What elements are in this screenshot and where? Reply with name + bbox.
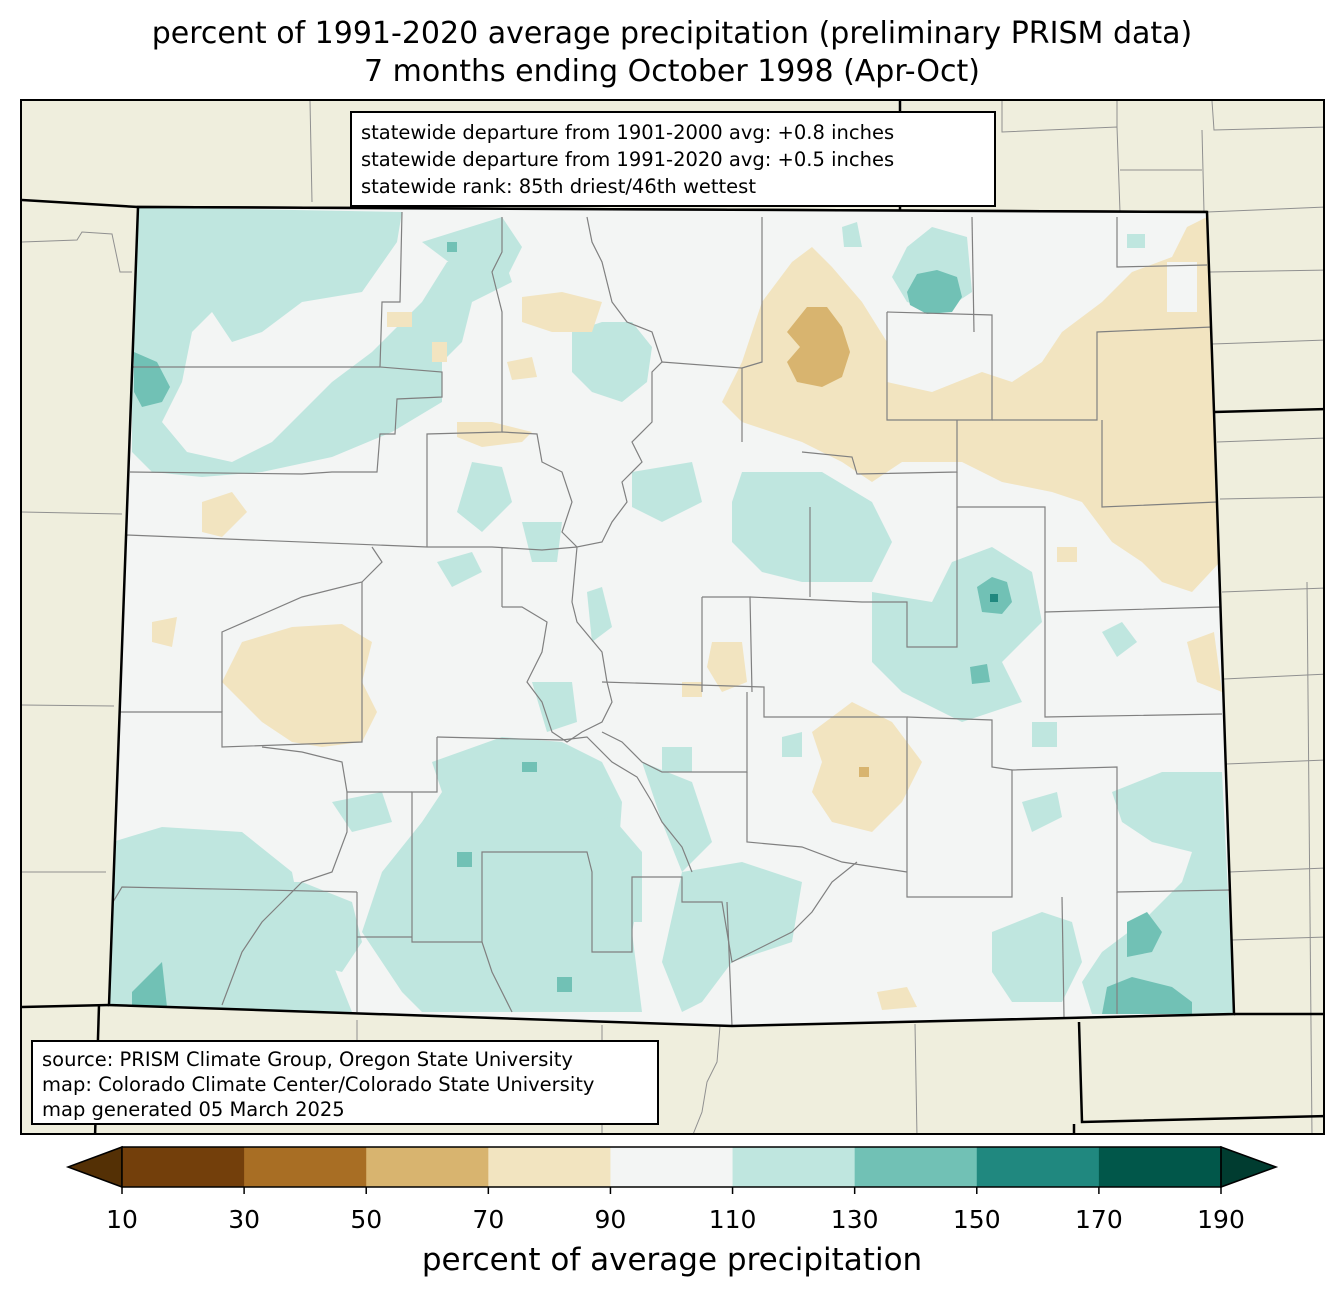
stats-line1: statewide departure from 1901-2000 avg: …	[361, 121, 895, 144]
colorbar-segment-90-110	[610, 1147, 734, 1187]
colorbar-segment-30-50	[244, 1147, 367, 1187]
source-line1: source: PRISM Climate Group, Oregon Stat…	[42, 1048, 573, 1071]
colorbar-under-arrow	[65, 1145, 123, 1189]
colorbar-segment-130-150	[854, 1147, 978, 1187]
colorbar-segment-50-70	[366, 1147, 489, 1187]
colorbar-segment-110-130	[732, 1147, 856, 1187]
colorbar-tick-label: 150	[952, 1205, 1001, 1234]
colorbar-segment-70-90	[488, 1147, 611, 1187]
source-box: source: PRISM Climate Group, Oregon Stat…	[31, 1040, 659, 1125]
map-panel	[20, 99, 1325, 1135]
colorbar-outline	[121, 1146, 1222, 1188]
source-line2: map: Colorado Climate Center/Colorado St…	[42, 1073, 595, 1096]
colorbar-tick-label: 130	[830, 1205, 879, 1234]
colorbar-tick-label: 90	[594, 1205, 627, 1234]
colorbar-tick-label: 170	[1075, 1205, 1123, 1234]
colorbar-tick-labels: 10 30 50 70 90 110 130 150 170 190	[0, 1205, 1344, 1237]
colorbar-tick-label: 50	[350, 1205, 383, 1234]
map-title-line2: 7 months ending October 1998 (Apr-Oct)	[364, 54, 980, 89]
source-line3: map generated 05 March 2025	[42, 1098, 345, 1121]
colorbar-tick-label: 190	[1197, 1205, 1245, 1234]
neighbor-state-lines	[22, 101, 1323, 1133]
colorado-border	[107, 205, 1236, 1028]
colorbar-over-arrow	[1220, 1145, 1279, 1189]
colorbar-label: percent of average precipitation	[421, 1242, 923, 1278]
colorbar	[65, 1145, 1279, 1194]
colorbar-tick-label: 110	[708, 1205, 757, 1234]
colorbar-tick-label: 30	[228, 1205, 261, 1234]
colorbar-segments	[122, 1147, 1222, 1187]
map-title-line1: percent of 1991-2020 average precipitati…	[151, 16, 1193, 51]
colorbar-segment-10-30	[122, 1147, 245, 1187]
colorado-map	[22, 101, 1323, 1133]
precipitation-shading	[109, 207, 1234, 1014]
colorbar-tick-label: 10	[106, 1205, 138, 1234]
colorbar-segment-170-190	[1098, 1147, 1222, 1187]
stats-line2: statewide departure from 1991-2020 avg: …	[361, 148, 895, 171]
colorbar-segment-150-170	[976, 1147, 1100, 1187]
statewide-stats-box: statewide departure from 1901-2000 avg: …	[350, 111, 996, 207]
stats-line3: statewide rank: 85th driest/46th wettest	[361, 175, 756, 198]
colorbar-tick-label: 70	[472, 1205, 505, 1234]
county-lines	[109, 211, 1231, 1026]
colorbar-tick-marks	[121, 1187, 1222, 1194]
